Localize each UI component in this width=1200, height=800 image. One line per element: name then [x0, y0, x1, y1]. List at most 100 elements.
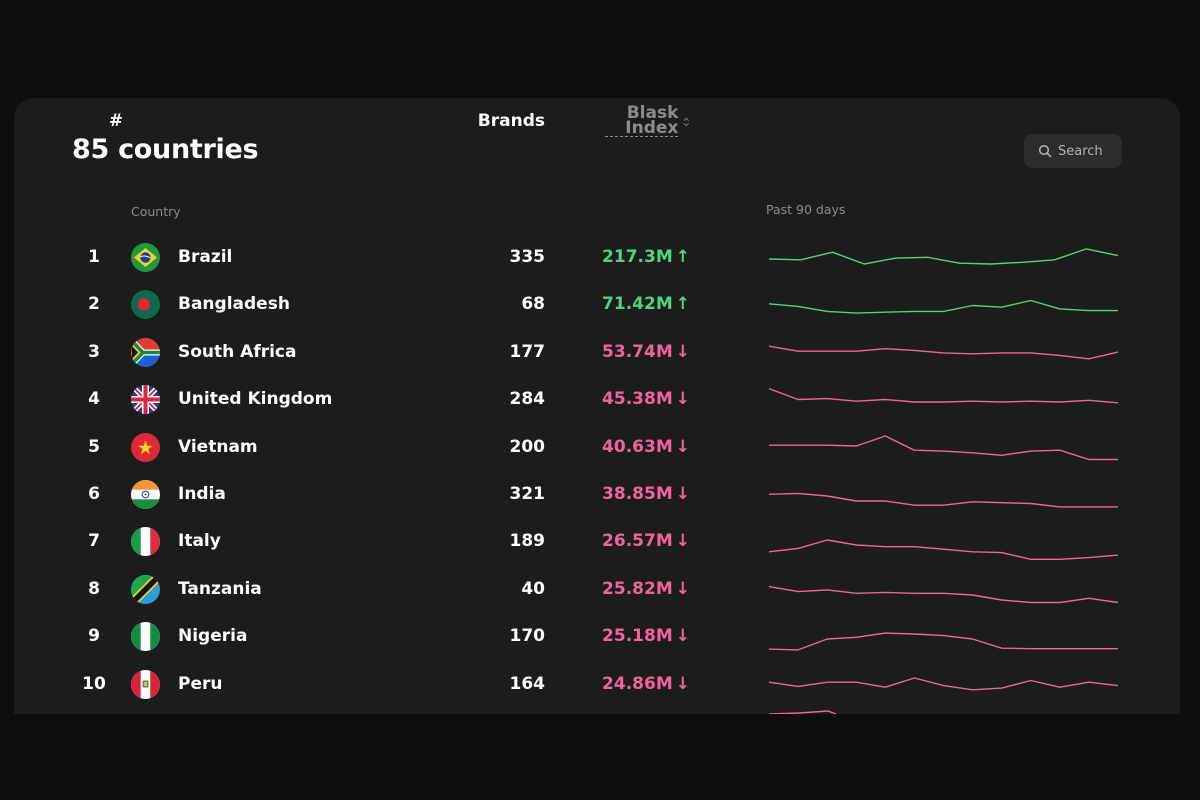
- trend-line: [769, 435, 1118, 461]
- arrow-down-icon: ↓: [675, 341, 690, 362]
- blask-index-number: 40.63M: [602, 436, 673, 457]
- country-name[interactable]: Peru: [178, 673, 223, 694]
- table-row[interactable]: 7 Italy 189 26.57M ↓: [14, 518, 1180, 565]
- blask-index-value: 25.82M ↓: [602, 566, 690, 613]
- country-name[interactable]: Brazil: [178, 247, 233, 267]
- blask-index-value: 45.38M ↓: [602, 376, 690, 423]
- country-name[interactable]: South Africa: [178, 341, 297, 362]
- brands-count: 40: [521, 578, 545, 599]
- blask-index-number: 24.86M: [602, 673, 673, 694]
- trend-sparklines: [768, 248, 1119, 714]
- column-header-country: Country: [131, 204, 181, 219]
- trend-line: [768, 539, 1119, 560]
- blask-index-number: 38.85M: [602, 484, 673, 504]
- page-title: 85 countries: [72, 134, 259, 165]
- row-rank: 4: [88, 389, 100, 410]
- column-header-past-90-days: Past 90 days: [766, 202, 846, 217]
- row-rank: 7: [88, 531, 100, 552]
- arrow-down-icon: ↓: [675, 578, 690, 599]
- search-button[interactable]: Search: [1024, 134, 1122, 168]
- peru-flag-icon: [131, 669, 160, 699]
- brands-count: 321: [509, 484, 546, 504]
- arrow-down-icon: ↓: [675, 436, 690, 457]
- column-header-brands: Brands: [477, 111, 545, 131]
- arrow-down-icon: ↓: [675, 484, 690, 504]
- blask-index-value: 38.85M ↓: [602, 471, 690, 518]
- table-row[interactable]: 3 South Africa 177 53.74M ↓: [14, 329, 1180, 376]
- trend-line: [768, 492, 1118, 508]
- table-row[interactable]: 6 India 321 38.85M ↓: [14, 471, 1180, 518]
- country-name[interactable]: Vietnam: [178, 436, 258, 457]
- country-name[interactable]: Nigeria: [178, 626, 248, 647]
- bangladesh-flag-icon: [131, 290, 160, 320]
- blask-index-number: 25.82M: [602, 578, 673, 599]
- arrow-up-icon: ↑: [675, 247, 690, 267]
- blask-index-number: 25.18M: [602, 626, 673, 647]
- blask-index-label: Blask Index: [605, 105, 679, 137]
- country-name[interactable]: United Kingdom: [178, 389, 333, 410]
- brands-count: 170: [509, 626, 546, 647]
- tanzania-flag-icon: [131, 574, 160, 604]
- vietnam-flag-icon: [131, 432, 160, 462]
- trend-line: [768, 248, 1119, 265]
- blask-index-number: 71.42M: [602, 294, 673, 315]
- blask-index-value: 53.74M ↓: [602, 329, 690, 376]
- trend-line: [768, 585, 1119, 604]
- row-rank: 5: [88, 436, 100, 457]
- row-rank: 1: [88, 247, 100, 267]
- blask-index-value: 217.3M ↑: [602, 234, 690, 281]
- arrow-down-icon: ↓: [675, 673, 690, 694]
- column-header-blask-index[interactable]: Blask Index: [605, 98, 690, 145]
- table-row[interactable]: 10 Peru 164 24.86M ↓: [14, 661, 1180, 708]
- table-row[interactable]: 8 Tanzania 40 25.82M ↓: [14, 566, 1180, 613]
- row-rank: 2: [88, 294, 100, 315]
- column-header-rank: #: [108, 111, 124, 131]
- row-rank: 6: [88, 484, 100, 504]
- table-row[interactable]: 4 United Kingdom 284 45.38M ↓: [14, 376, 1180, 423]
- blask-index-number: 53.74M: [602, 341, 673, 362]
- india-flag-icon: [131, 480, 160, 509]
- country-name[interactable]: India: [178, 484, 226, 504]
- blask-index-value: 71.42M ↑: [602, 281, 690, 328]
- countries-panel: 85 countries Search # Country Brands Bla…: [14, 98, 1180, 714]
- nigeria-flag-icon: [131, 622, 160, 652]
- row-rank: 9: [88, 626, 100, 647]
- trend-line: [768, 387, 1119, 404]
- brands-count: 200: [509, 436, 546, 457]
- row-rank: 10: [82, 673, 106, 694]
- country-name[interactable]: Italy: [178, 531, 221, 552]
- table-row[interactable]: 2 Bangladesh 68 71.42M ↑: [14, 281, 1180, 328]
- row-rank: 8: [88, 578, 100, 599]
- brands-count: 164: [509, 673, 546, 694]
- blask-index-value: 24.86M ↓: [602, 661, 690, 708]
- row-rank: 3: [88, 341, 100, 362]
- blask-index-value: 25.18M ↓: [602, 613, 690, 660]
- trend-line: [768, 345, 1119, 360]
- arrow-up-icon: ↑: [675, 294, 690, 315]
- table-row[interactable]: 5 Vietnam 200 40.63M ↓: [14, 424, 1180, 471]
- search-label: Search: [1058, 143, 1103, 159]
- brands-count: 68: [521, 294, 545, 315]
- blask-index-number: 45.38M: [602, 389, 673, 410]
- brands-count: 284: [509, 389, 546, 410]
- blask-index-value: 26.57M ↓: [602, 518, 690, 565]
- table-row[interactable]: 9 Nigeria 170 25.18M ↓: [14, 613, 1180, 660]
- brands-count: 177: [509, 341, 546, 362]
- blask-index-number: 26.57M: [602, 531, 673, 552]
- blask-index-value: 40.63M ↓: [602, 424, 690, 471]
- search-icon: [1038, 144, 1052, 158]
- brands-count: 335: [509, 247, 546, 267]
- south-africa-flag-icon: [131, 337, 160, 367]
- trend-line: [768, 677, 1119, 691]
- trend-line: [768, 632, 1118, 651]
- brands-count: 189: [509, 531, 546, 552]
- arrow-down-icon: ↓: [675, 531, 690, 552]
- arrow-down-icon: ↓: [675, 389, 690, 410]
- sort-icon[interactable]: [683, 114, 690, 130]
- country-name[interactable]: Tanzania: [178, 578, 262, 599]
- trend-line: [768, 710, 837, 714]
- blask-index-number: 217.3M: [602, 247, 673, 267]
- table-row[interactable]: 1 Brazil 335 217.3M ↑: [14, 234, 1180, 281]
- country-name[interactable]: Bangladesh: [178, 294, 290, 315]
- italy-flag-icon: [131, 527, 160, 557]
